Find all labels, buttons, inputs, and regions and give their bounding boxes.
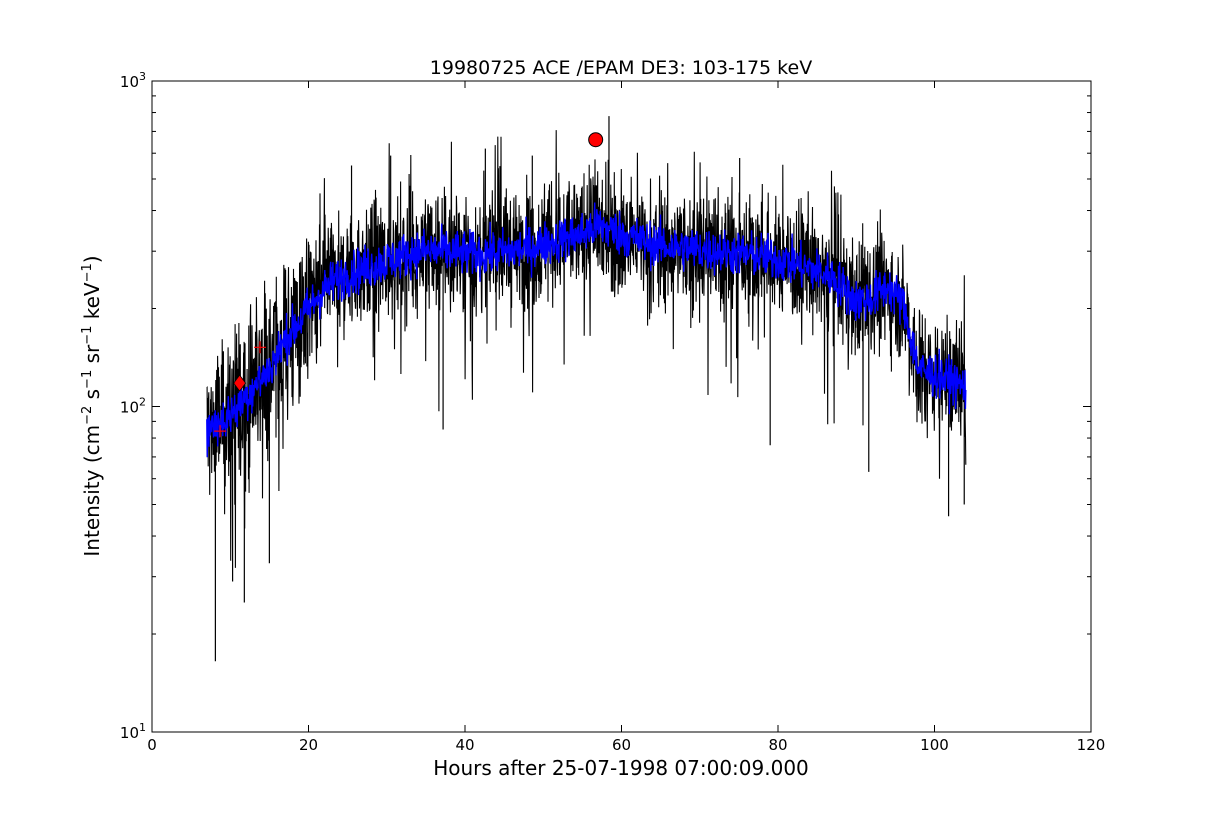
circle-marker [588, 132, 604, 148]
y-axis-label: Intensity (cm−2 s−1 sr−1 keV−1) [80, 255, 104, 556]
chart-title: 19980725 ACE /EPAM DE3: 103-175 keV [430, 57, 812, 79]
plus-marker [214, 425, 227, 438]
y-tick-label: 101 [120, 721, 146, 742]
x-tick-label: 40 [455, 736, 474, 754]
plus-marker [253, 341, 266, 354]
x-tick-label: 80 [768, 736, 787, 754]
y-tick-label: 103 [120, 70, 146, 91]
x-tick-label: 120 [1077, 736, 1106, 754]
diamond-marker [233, 374, 247, 392]
x-tick-label: 20 [299, 736, 318, 754]
x-tick-label: 0 [147, 736, 157, 754]
series-raw-line [206, 130, 967, 568]
x-axis-label: Hours after 25-07-1998 07:00:09.000 [433, 756, 809, 780]
plot-data-layer [206, 116, 967, 662]
y-tick-label: 102 [120, 396, 146, 417]
series-smoothed-line [206, 202, 967, 458]
x-tick-label: 60 [612, 736, 631, 754]
x-tick-label: 100 [920, 736, 949, 754]
axis-ticks: 0 20 40 60 80 100 120 101 102 103 [120, 70, 1105, 754]
